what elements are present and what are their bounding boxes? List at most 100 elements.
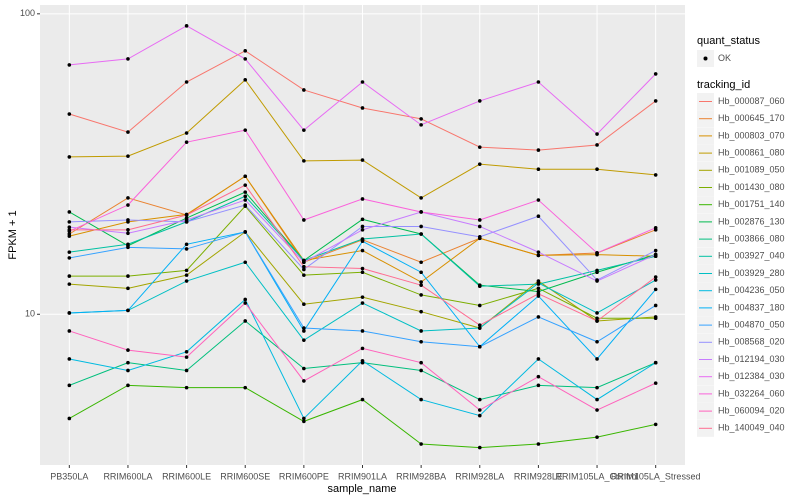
legend-label: Hb_003929_280 — [718, 268, 785, 278]
data-point — [302, 366, 306, 371]
x-tick-label: RRIM105LA_Stressed — [611, 471, 701, 481]
data-point — [653, 381, 658, 385]
data-point — [126, 57, 130, 61]
legend-label: Hb_000645_170 — [718, 113, 785, 123]
legend-label: Hb_012194_030 — [718, 354, 785, 364]
data-point — [302, 128, 306, 132]
data-point — [536, 374, 541, 379]
legend-label: Hb_140049_040 — [718, 423, 785, 433]
data-point — [243, 319, 248, 323]
data-point — [67, 250, 72, 254]
data-point — [419, 442, 423, 446]
data-point — [419, 360, 423, 365]
data-point — [419, 283, 423, 287]
data-point — [67, 155, 72, 159]
shape-legend-label: OK — [718, 53, 731, 63]
data-point — [477, 303, 482, 308]
data-point — [419, 293, 423, 297]
data-point — [360, 197, 365, 201]
data-point — [360, 359, 365, 363]
data-point — [243, 128, 248, 132]
data-point — [595, 385, 599, 390]
data-point — [477, 326, 482, 330]
data-point — [595, 311, 599, 315]
data-point — [360, 158, 365, 162]
data-point — [419, 224, 423, 229]
data-point — [653, 248, 658, 253]
data-point — [419, 339, 423, 344]
data-point — [536, 80, 541, 84]
data-point — [595, 397, 599, 402]
data-point — [595, 143, 599, 147]
data-point — [243, 183, 248, 187]
data-point — [595, 435, 599, 439]
data-point — [419, 196, 423, 200]
data-point — [67, 416, 72, 421]
data-point — [360, 228, 365, 232]
data-point — [595, 279, 599, 283]
data-point — [126, 245, 130, 250]
data-point — [184, 80, 189, 84]
data-point — [243, 301, 248, 305]
data-point — [360, 346, 365, 351]
data-point — [536, 167, 541, 171]
x-tick-label: RRIM600LA — [103, 471, 152, 481]
y-axis-title: FPKM + 1 — [7, 210, 19, 259]
data-point — [360, 239, 365, 244]
data-point — [126, 130, 130, 134]
data-point — [126, 196, 130, 200]
data-point — [243, 190, 248, 194]
data-point — [477, 408, 482, 412]
data-point — [477, 445, 482, 450]
data-point — [477, 323, 482, 327]
data-point — [536, 253, 541, 258]
data-point — [126, 218, 130, 222]
x-tick-label: RRIM600LE — [162, 471, 211, 481]
data-point — [184, 273, 189, 277]
y-tick-label: 100 — [20, 8, 35, 18]
data-point — [595, 316, 599, 321]
x-axis-title: sample_name — [327, 483, 396, 495]
data-point — [653, 173, 658, 177]
data-point — [184, 213, 189, 217]
data-point — [302, 218, 306, 222]
x-tick-label: RRIM901LA — [338, 471, 387, 481]
data-point — [243, 385, 248, 390]
data-point — [477, 162, 482, 166]
data-point — [126, 274, 130, 278]
data-point — [126, 231, 130, 236]
x-tick-label: RRIM600SE — [220, 471, 270, 481]
data-point — [302, 260, 306, 265]
data-point — [595, 251, 599, 255]
data-point — [477, 99, 482, 103]
data-point — [67, 274, 72, 278]
data-point — [243, 194, 248, 199]
x-tick-label: RRIM928LE — [514, 471, 563, 481]
legend-label: Hb_001751_140 — [718, 199, 785, 209]
data-point — [360, 329, 365, 333]
data-point — [67, 228, 72, 232]
data-point — [302, 416, 306, 421]
data-point — [184, 279, 189, 283]
y-tick-label: 10 — [25, 309, 35, 319]
data-point — [67, 112, 72, 116]
x-tick-label: RRIM105LA_Control — [556, 471, 639, 481]
data-point — [184, 24, 189, 28]
data-point — [126, 383, 130, 388]
legend-label: Hb_000087_060 — [718, 96, 785, 106]
data-point — [595, 319, 599, 323]
data-point — [243, 230, 248, 234]
data-point — [536, 286, 541, 291]
legend-label: Hb_000861_080 — [718, 147, 785, 157]
data-point — [595, 167, 599, 171]
data-point — [360, 224, 365, 229]
legend-label: Hb_003866_080 — [718, 233, 785, 243]
data-point — [419, 329, 423, 333]
data-point — [67, 210, 72, 214]
data-point — [243, 57, 248, 61]
legend-label: Hb_004236_050 — [718, 285, 785, 295]
data-point — [653, 360, 658, 365]
data-point — [302, 379, 306, 383]
data-point — [184, 368, 189, 373]
data-point — [595, 408, 599, 412]
